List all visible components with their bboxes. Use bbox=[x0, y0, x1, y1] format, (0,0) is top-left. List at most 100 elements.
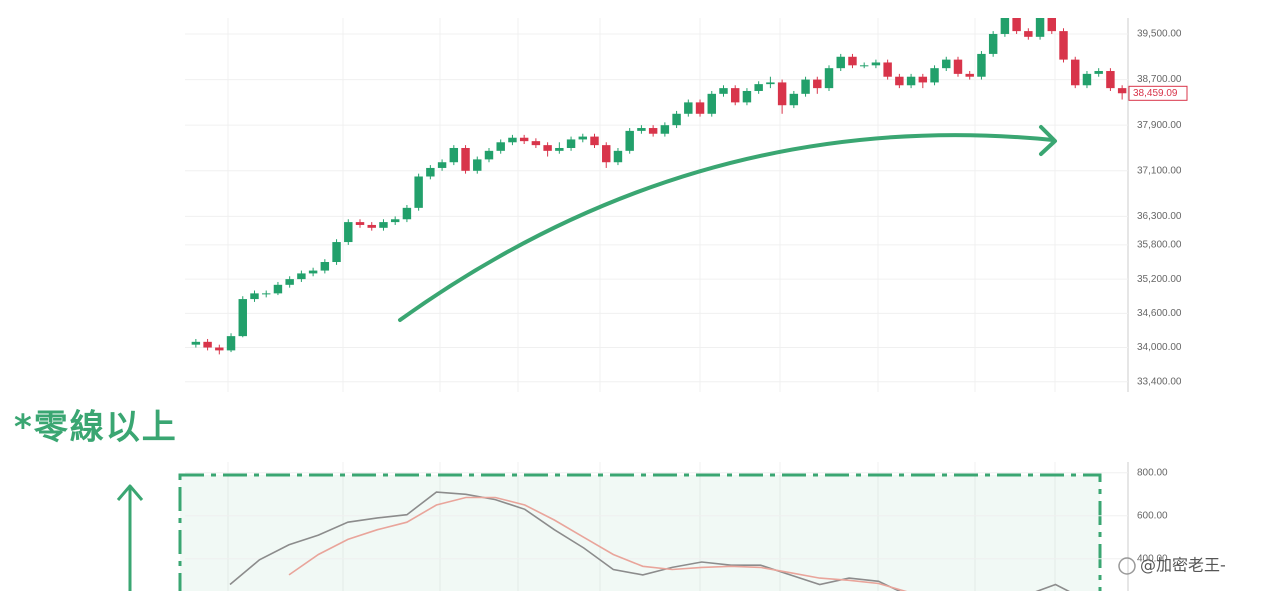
candle-body bbox=[215, 347, 224, 351]
candle-body bbox=[883, 62, 892, 77]
candle-body bbox=[1024, 31, 1033, 37]
candle-body bbox=[813, 79, 822, 89]
candle-body bbox=[297, 273, 306, 280]
candle-body bbox=[484, 150, 494, 160]
candle-body bbox=[496, 142, 505, 151]
annotation: *零線以上 bbox=[14, 408, 178, 448]
candle-body bbox=[766, 82, 775, 85]
plot-layer: 39,500.00 38,700.00 37,900.00 37,100.00 36,3… bbox=[185, 18, 1188, 591]
candle-body bbox=[449, 147, 459, 163]
candle-body bbox=[519, 137, 529, 142]
candle-body bbox=[578, 136, 588, 140]
candle-body bbox=[1106, 71, 1115, 89]
candle-body bbox=[684, 102, 693, 114]
trend-arrow bbox=[398, 133, 1055, 322]
candle-body bbox=[895, 76, 904, 86]
candle-body bbox=[344, 222, 353, 243]
candle-body bbox=[332, 242, 341, 263]
candle-body bbox=[707, 93, 716, 114]
candle-body bbox=[965, 73, 974, 77]
candle-body bbox=[203, 341, 212, 348]
candle-body bbox=[1047, 18, 1057, 32]
candle-body bbox=[379, 222, 388, 228]
osc-line bbox=[229, 491, 1070, 591]
candle-body bbox=[953, 59, 963, 74]
candle-body bbox=[637, 128, 646, 131]
candle-body bbox=[1071, 59, 1080, 86]
candle-body bbox=[355, 222, 365, 225]
candle-body bbox=[871, 62, 881, 66]
y-tick-label: 35,800.00 bbox=[1137, 240, 1182, 251]
candle-body bbox=[543, 145, 552, 151]
candle-body bbox=[672, 113, 681, 126]
candle-body bbox=[402, 207, 412, 220]
trend-arrow-head bbox=[1039, 125, 1057, 156]
candle-body bbox=[1094, 71, 1103, 74]
candle-body bbox=[1035, 18, 1045, 37]
candle-body bbox=[930, 68, 939, 83]
highlight-box bbox=[178, 473, 1102, 591]
y-tick-label: 39,500.00 bbox=[1137, 29, 1182, 40]
candle-body bbox=[660, 125, 670, 134]
candle-body bbox=[859, 65, 869, 67]
candle-body bbox=[261, 293, 271, 295]
candle-body bbox=[906, 76, 916, 86]
y-tick-label: 36,300.00 bbox=[1137, 211, 1182, 222]
candle-body bbox=[836, 56, 845, 69]
osc-line bbox=[288, 496, 908, 591]
candle-body bbox=[719, 88, 728, 94]
y-tick-label: 400.00 bbox=[1137, 553, 1168, 564]
candle-body bbox=[461, 147, 470, 171]
candle-body bbox=[625, 130, 634, 151]
candle-body bbox=[590, 136, 599, 146]
candle-body bbox=[308, 270, 318, 274]
candle-body bbox=[566, 139, 576, 148]
y-tick-label: 800.00 bbox=[1137, 467, 1168, 478]
watermark: @加密老王- bbox=[1140, 556, 1226, 575]
candle-body bbox=[918, 76, 928, 83]
y-tick-label: 37,100.00 bbox=[1137, 165, 1182, 176]
vertical-grid bbox=[227, 18, 1056, 591]
candle-body bbox=[437, 162, 447, 168]
candle-body bbox=[320, 262, 330, 271]
candle-body bbox=[730, 88, 740, 103]
candle-body bbox=[250, 293, 259, 300]
candle-body bbox=[238, 299, 247, 337]
candle-body bbox=[742, 90, 752, 103]
candle-body bbox=[1012, 18, 1021, 32]
candle-body bbox=[848, 56, 857, 66]
candle-body bbox=[942, 59, 951, 69]
y-tick-label: 600.00 bbox=[1137, 510, 1168, 521]
candle-body bbox=[977, 53, 986, 77]
up-arrow-head bbox=[116, 484, 144, 501]
candle-body bbox=[801, 79, 810, 94]
candle-body bbox=[414, 176, 423, 208]
candle-body bbox=[555, 147, 564, 151]
candle-body bbox=[1000, 18, 1010, 34]
candle-body bbox=[226, 336, 236, 351]
watermark-icon bbox=[1118, 557, 1136, 575]
candle-body bbox=[988, 33, 998, 54]
candle-body bbox=[390, 219, 400, 223]
y-tick-label: 33,400.00 bbox=[1137, 376, 1182, 387]
candle-body bbox=[285, 279, 294, 285]
candle-body bbox=[648, 128, 658, 134]
candle-body bbox=[602, 145, 611, 163]
candle-body bbox=[191, 341, 201, 345]
candle-body bbox=[824, 68, 834, 89]
y-tick-label: 34,000.00 bbox=[1137, 342, 1182, 353]
candle-body bbox=[754, 84, 763, 91]
candle-body bbox=[695, 102, 705, 114]
candles bbox=[191, 18, 1127, 355]
last-price-label: 38,459.09 bbox=[1133, 88, 1178, 99]
y-tick-label: 37,900.00 bbox=[1137, 120, 1182, 131]
candle-body bbox=[508, 137, 517, 143]
candle-body bbox=[473, 159, 482, 171]
candle-body bbox=[1082, 73, 1092, 86]
candle-body bbox=[789, 93, 799, 106]
candle-body bbox=[777, 82, 787, 106]
last-price-box bbox=[1128, 85, 1188, 101]
y-tick-label: 38,700.00 bbox=[1137, 74, 1182, 85]
